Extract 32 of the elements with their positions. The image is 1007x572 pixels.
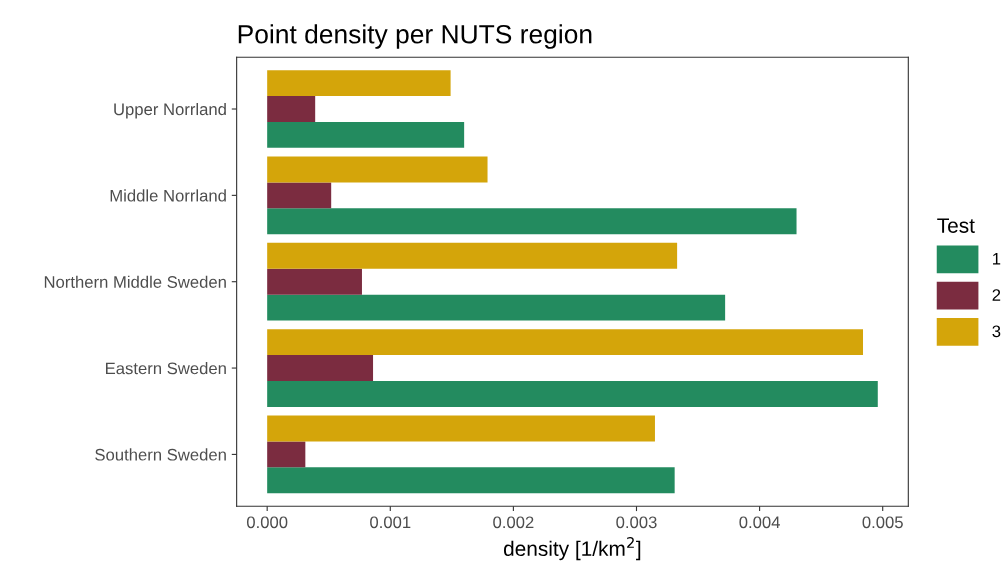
x-tick-label: 0.003	[616, 516, 657, 529]
y-tick-label: Upper Norrland	[114, 102, 226, 119]
legend-title: Test	[937, 218, 975, 233]
legend-label: 1	[993, 253, 1001, 265]
legend-label: 3	[992, 325, 1001, 338]
bar	[267, 381, 878, 407]
bar	[267, 268, 362, 295]
bar	[267, 96, 316, 122]
bar	[267, 182, 332, 209]
y-tick-label: Middle Norrland	[110, 189, 226, 202]
y-tick-label: Southern Sweden	[95, 448, 226, 461]
chart-title: Point density per NUTS region	[238, 24, 592, 49]
bar	[267, 441, 306, 468]
bar	[267, 156, 488, 183]
x-tick-label: 0.005	[862, 516, 903, 529]
bar	[267, 208, 797, 235]
bar	[267, 294, 726, 321]
x-tick-label: 0.000	[246, 516, 288, 529]
bar	[267, 121, 465, 148]
bar	[267, 242, 678, 269]
bar	[267, 415, 655, 442]
legend-label: 2	[992, 289, 1001, 301]
y-tick-label: Northern Middle Sweden	[44, 275, 226, 288]
x-tick-label: 0.002	[493, 516, 534, 529]
x-tick-label: 0.001	[370, 516, 411, 529]
x-axis-title: density [1/km$^{2}$]	[503, 537, 641, 561]
x-tick-label: 0.004	[739, 516, 780, 529]
bar	[267, 467, 675, 494]
bar	[267, 70, 451, 97]
bar	[267, 355, 374, 382]
bar	[267, 329, 864, 356]
y-tick-label: Eastern Sweden	[106, 362, 226, 375]
